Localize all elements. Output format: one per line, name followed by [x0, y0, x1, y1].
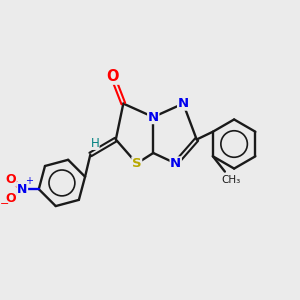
Text: N: N	[170, 157, 181, 170]
Text: N: N	[178, 97, 189, 110]
Text: H: H	[91, 136, 99, 150]
Text: S: S	[132, 157, 142, 170]
Text: CH₃: CH₃	[222, 175, 241, 185]
Text: O: O	[6, 192, 16, 205]
Text: O: O	[106, 69, 119, 84]
Text: O: O	[6, 173, 16, 186]
Text: N: N	[148, 111, 159, 124]
Text: +: +	[25, 176, 33, 186]
Text: N: N	[17, 183, 28, 196]
Text: −: −	[0, 199, 10, 209]
